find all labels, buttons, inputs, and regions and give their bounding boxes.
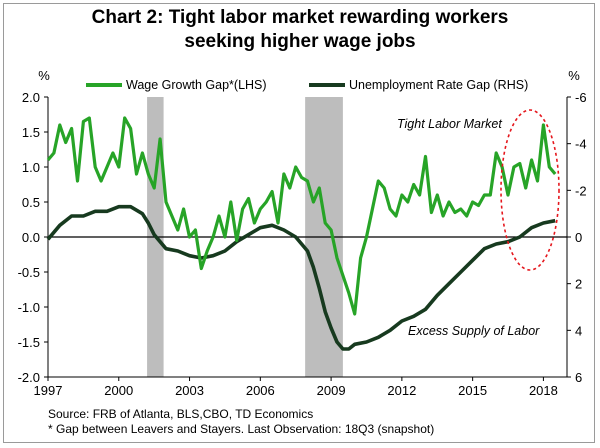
source-line-1: Source: FRB of Atlanta, BLS,CBO, TD Econ… [48, 407, 314, 421]
right-tick-label: -6 [575, 90, 587, 105]
left-tick-label: -1.5 [18, 335, 40, 350]
left-tick-label: 0.0 [22, 230, 40, 245]
wage-growth-gap-line [46, 116, 557, 316]
left-tick-label: 1.0 [22, 160, 40, 175]
chart-source: Source: FRB of Atlanta, BLS,CBO, TD Econ… [48, 407, 434, 437]
left-tick-label: -0.5 [18, 265, 40, 280]
source-line-2: * Gap between Leavers and Stayers. Last … [48, 422, 435, 436]
x-tick-label: 2012 [387, 383, 416, 398]
left-tick-label: 0.5 [22, 195, 40, 210]
x-tick-label: 1997 [34, 383, 63, 398]
x-tick-label: 2003 [175, 383, 204, 398]
right-tick-label: 4 [575, 323, 582, 338]
left-tick-label: -1.0 [18, 300, 40, 315]
right-tick-label: 2 [575, 277, 582, 292]
right-tick-label: 0 [575, 230, 582, 245]
legend-label-unemployment: Unemployment Rate Gap (RHS) [349, 78, 528, 92]
left-tick-label: 2.0 [22, 90, 40, 105]
right-axis-ticks: -6 -4 -2 0 2 4 6 [567, 90, 587, 385]
right-tick-label: -2 [575, 183, 587, 198]
left-tick-label: -2.0 [18, 370, 40, 385]
legend: Wage Growth Gap*(LHS) Unemployment Rate … [86, 78, 528, 92]
chart-title-line-2: seeking higher wage jobs [184, 31, 416, 52]
left-tick-label: 1.5 [22, 125, 40, 140]
right-tick-label: 6 [575, 370, 582, 385]
annotation-excess-supply: Excess Supply of Labor [408, 324, 540, 338]
right-axis-unit: % [568, 68, 580, 83]
x-tick-label: 2009 [317, 383, 346, 398]
chart-frame [3, 3, 595, 443]
x-tick-label: 2018 [529, 383, 558, 398]
annotation-tight-labor-market: Tight Labor Market [397, 117, 502, 131]
unemployment-gap-line [46, 204, 556, 351]
x-tick-label: 2015 [458, 383, 487, 398]
x-tick-label: 2006 [246, 383, 275, 398]
chart-title-line-1: Chart 2: Tight labor market rewarding wo… [91, 7, 509, 28]
left-axis-ticks: 2.0 1.5 1.0 0.5 0.0 -0.5 -1.0 -1.5 -2.0 [18, 90, 48, 385]
right-tick-label: -4 [575, 137, 587, 152]
x-axis-ticks: 1997 2000 2003 2006 2009 2012 2015 2018 [34, 377, 558, 398]
legend-label-wage: Wage Growth Gap*(LHS) [126, 78, 267, 92]
chart-title: Chart 2: Tight labor market rewarding wo… [0, 6, 600, 54]
left-axis-unit: % [38, 68, 50, 83]
tight-labor-market-oval [500, 109, 560, 271]
x-tick-label: 2000 [104, 383, 133, 398]
